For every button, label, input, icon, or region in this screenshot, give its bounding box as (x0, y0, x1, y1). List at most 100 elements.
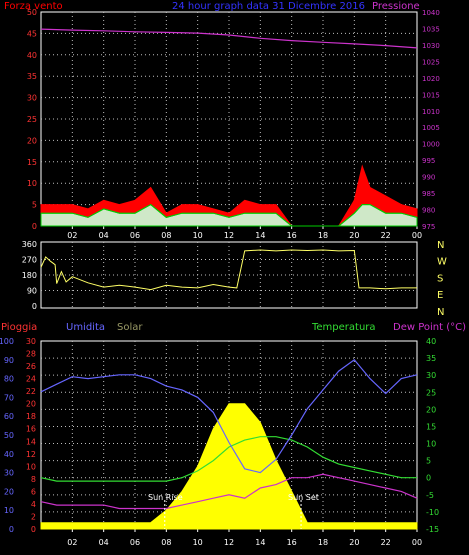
x-tick-label: 02 (67, 231, 77, 240)
x-tick-label: 08 (161, 231, 171, 240)
avg-wind-line (41, 203, 418, 227)
wind-tick: 10 (27, 179, 37, 188)
wind-tick: 35 (27, 72, 37, 81)
rain-tick: 10 (26, 462, 36, 471)
rain-tick: 6 (31, 487, 36, 496)
humidity-label: Umidita (66, 322, 105, 333)
temperature-tick: 30 (426, 371, 436, 380)
pressure-tick: 985 (422, 190, 435, 198)
wind-gust-area (40, 164, 418, 227)
humidity-tick: 90 (4, 356, 14, 365)
direction-axis: 0 90 180 270 360 (22, 240, 37, 311)
compass-label: S (437, 273, 443, 284)
sunrise-label: Sun Rise (148, 493, 183, 502)
compass-label: N (437, 240, 444, 251)
wind-tick: 45 (27, 29, 37, 38)
humidity-tick: 10 (4, 506, 14, 515)
pressure-tick: 995 (422, 157, 435, 165)
wind-tick: 0 (32, 222, 37, 231)
x-tick-label: 04 (99, 538, 109, 547)
temperature-tick: 40 (426, 337, 436, 346)
pressure-tick: 990 (422, 174, 435, 182)
sunset-label: Sun Set (288, 493, 319, 502)
x-tick-label: 20 (349, 538, 359, 547)
direction-tick: 90 (27, 287, 37, 296)
x-tick-label: 22 (381, 538, 391, 547)
rain-tick: 24 (26, 375, 36, 384)
pressure-line (40, 28, 418, 49)
rain-tick: 2 (31, 512, 36, 521)
x-tick-label: 12 (224, 231, 234, 240)
rain-tick: 12 (26, 450, 36, 459)
temperature-tick: 5 (426, 457, 431, 466)
rain-tick: 20 (26, 400, 36, 409)
temperature-axis: -15 -10 -5 0 5 10 15 20 25 30 35 40 (426, 337, 439, 534)
wind-tick: 5 (32, 201, 37, 210)
compass-label: W (437, 257, 447, 268)
dewpoint-line (40, 473, 418, 510)
rain-tick: 0 (31, 525, 36, 534)
rain-label: Pioggia (1, 322, 37, 333)
humidity-tick: 0 (9, 525, 14, 534)
temperature-tick: 0 (426, 474, 431, 483)
temperature-tick: 10 (426, 440, 436, 449)
x-tick-label: 14 (255, 538, 265, 547)
x-tick-label: 10 (193, 538, 203, 547)
pressure-tick: 1000 (422, 141, 440, 149)
rain-tick: 22 (26, 387, 36, 396)
pressure-axis: 975 980 985 990 995 1000 1005 1010 1015 1020 1025 1… (422, 9, 440, 231)
rain-tick: 4 (31, 500, 36, 509)
x-tick-label: 18 (318, 538, 328, 547)
wind-tick: 40 (27, 51, 37, 60)
x-tick-label: 06 (130, 538, 140, 547)
x-tick-label: 00 (412, 538, 422, 547)
x-tick-label: 04 (99, 231, 109, 240)
wind-tick: 50 (27, 8, 37, 17)
temperature-tick: -10 (426, 508, 439, 517)
wind-label: Forza vento (4, 1, 63, 12)
dewpoint-label: Dew Point (°C) (393, 322, 466, 333)
panel-wind-grid (41, 12, 417, 226)
x-tick-label: 20 (349, 231, 359, 240)
rain-tick: 8 (31, 475, 36, 484)
wind-tick: 15 (27, 158, 37, 167)
solar-area (40, 403, 418, 530)
temperature-label: Temperatura (311, 322, 376, 333)
temperature-tick: -5 (426, 491, 434, 500)
x-tick-label: 02 (67, 538, 77, 547)
x-tick-label: 00 (412, 231, 422, 240)
pressure-tick: 1020 (422, 75, 440, 83)
panel-weather-data: Sun Rise Sun Set (40, 358, 418, 530)
rain-tick: 18 (26, 412, 36, 421)
x-tick-label: 10 (193, 231, 203, 240)
panel-wind-data (40, 28, 418, 227)
x-tick-label: 12 (224, 538, 234, 547)
wind-tick: 25 (27, 115, 37, 124)
solar-label: Solar (117, 322, 143, 333)
pressure-tick: 980 (422, 207, 435, 215)
wind-tick: 30 (27, 94, 37, 103)
pressure-tick: 1010 (422, 108, 440, 116)
temperature-tick: -15 (426, 525, 439, 534)
humidity-tick: 60 (4, 412, 14, 421)
direction-tick: 180 (22, 271, 37, 280)
panel-wind-x-axis: 02 04 06 08 10 12 14 16 18 20 22 00 (67, 226, 422, 240)
x-tick-label: 06 (130, 231, 140, 240)
panel-direction-data (40, 249, 417, 291)
humidity-tick: 70 (4, 393, 14, 402)
rain-tick: 16 (26, 425, 36, 434)
x-tick-label: 08 (161, 538, 171, 547)
direction-tick: 0 (32, 302, 37, 311)
x-tick-label: 16 (287, 538, 297, 547)
compass-label: E (437, 290, 443, 301)
panel-direction-grid (41, 242, 417, 308)
rain-tick: 30 (26, 337, 36, 346)
pressure-tick: 975 (422, 223, 435, 231)
wind-axis: 0 5 10 15 20 25 30 35 40 45 50 (27, 8, 37, 231)
title: 24 hour graph data 31 Dicembre 2016 (172, 1, 365, 12)
pressure-tick: 1040 (422, 9, 440, 17)
humidity-tick: 50 (4, 431, 14, 440)
